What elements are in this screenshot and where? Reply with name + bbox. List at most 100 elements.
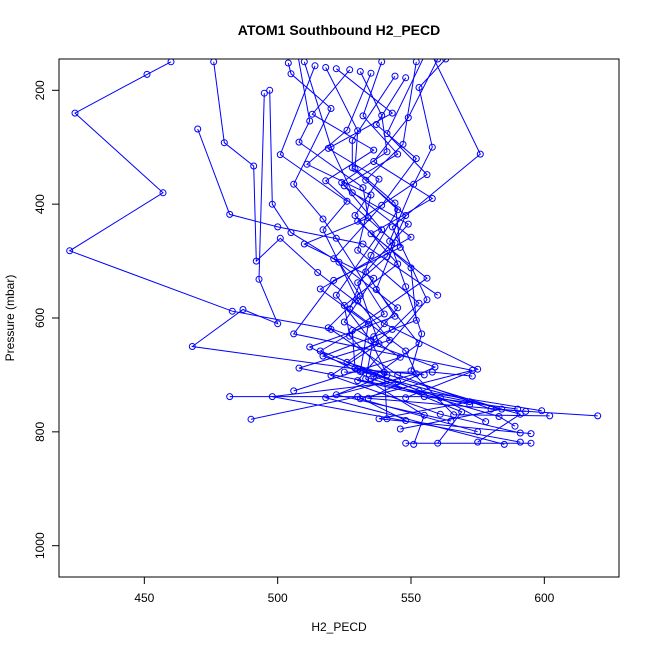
data-point bbox=[388, 223, 396, 231]
data-point bbox=[380, 320, 388, 328]
data-point bbox=[527, 430, 535, 438]
data-point bbox=[287, 70, 295, 78]
data-point bbox=[423, 274, 431, 282]
data-point bbox=[255, 275, 263, 283]
data-point bbox=[386, 237, 394, 245]
series-23 bbox=[247, 393, 410, 424]
axes: 450 500 550 600 200 400 600 800 1000 bbox=[33, 80, 555, 605]
data-point bbox=[311, 62, 319, 70]
data-point bbox=[428, 195, 436, 202]
data-point bbox=[407, 233, 415, 241]
data-point bbox=[383, 130, 391, 138]
data-point bbox=[436, 410, 444, 418]
data-point bbox=[66, 247, 74, 255]
data-point bbox=[330, 276, 338, 284]
data-point bbox=[415, 84, 423, 91]
data-point bbox=[482, 418, 490, 426]
data-point bbox=[410, 440, 418, 448]
data-point bbox=[372, 121, 380, 128]
series-19 bbox=[348, 59, 490, 426]
data-point bbox=[266, 86, 274, 94]
data-point bbox=[396, 425, 404, 433]
series-line bbox=[229, 396, 518, 410]
data-point bbox=[404, 114, 412, 122]
data-point bbox=[402, 417, 410, 424]
data-point bbox=[511, 422, 519, 430]
data-point bbox=[424, 48, 430, 54]
data-point bbox=[516, 438, 524, 446]
data-point bbox=[354, 297, 362, 305]
data-point bbox=[308, 110, 316, 118]
data-point bbox=[402, 74, 410, 82]
data-point bbox=[466, 401, 474, 408]
series-24 bbox=[402, 439, 535, 447]
data-point bbox=[290, 330, 298, 338]
data-point bbox=[367, 251, 375, 259]
data-point bbox=[375, 175, 383, 183]
data-point bbox=[370, 274, 378, 282]
x-tick-label: 500 bbox=[268, 591, 288, 605]
data-point bbox=[306, 117, 314, 125]
data-point bbox=[420, 393, 428, 401]
y-tick-label: 400 bbox=[33, 194, 47, 214]
data-point bbox=[380, 310, 388, 318]
data-point bbox=[434, 291, 442, 299]
data-point bbox=[594, 412, 602, 420]
data-point bbox=[340, 182, 348, 190]
data-point bbox=[295, 138, 303, 146]
series-line bbox=[272, 59, 521, 443]
data-point bbox=[293, 44, 299, 50]
data-point bbox=[327, 105, 335, 112]
data-point bbox=[268, 200, 276, 208]
data-point bbox=[348, 327, 356, 334]
data-point bbox=[354, 217, 362, 225]
data-point bbox=[388, 109, 396, 117]
data-point bbox=[319, 226, 327, 234]
data-point bbox=[167, 59, 175, 66]
data-point bbox=[306, 343, 314, 351]
data-point bbox=[210, 59, 218, 66]
data-point bbox=[295, 364, 303, 372]
data-point bbox=[322, 177, 330, 185]
data-point bbox=[343, 126, 351, 134]
data-point bbox=[367, 69, 375, 77]
data-point bbox=[359, 240, 367, 248]
data-point bbox=[434, 59, 442, 63]
data-point bbox=[300, 59, 308, 66]
data-point bbox=[332, 234, 340, 242]
data-point bbox=[378, 111, 386, 119]
data-point bbox=[474, 438, 482, 446]
data-point bbox=[498, 405, 506, 413]
data-point bbox=[274, 223, 282, 231]
data-point bbox=[370, 146, 378, 154]
y-tick-label: 800 bbox=[33, 422, 47, 442]
series-line bbox=[311, 69, 463, 444]
data-point bbox=[322, 394, 330, 402]
series-line bbox=[303, 61, 516, 427]
data-point bbox=[514, 405, 522, 413]
data-point bbox=[276, 234, 284, 242]
series-line bbox=[389, 59, 550, 417]
series-17 bbox=[327, 59, 524, 437]
data-point bbox=[143, 70, 151, 78]
data-point bbox=[420, 411, 428, 419]
data-point bbox=[423, 296, 431, 304]
data-point bbox=[276, 151, 284, 159]
data-point bbox=[383, 148, 391, 156]
data-point bbox=[394, 260, 402, 268]
data-point bbox=[367, 230, 375, 238]
y-axis-label: Pressure (mbar) bbox=[3, 275, 17, 362]
data-point bbox=[319, 352, 327, 360]
data-point bbox=[354, 377, 362, 385]
data-point bbox=[424, 42, 430, 48]
data-point bbox=[495, 413, 503, 420]
data-point bbox=[394, 150, 402, 158]
data-point bbox=[159, 189, 167, 197]
data-point bbox=[300, 240, 308, 248]
series-21 bbox=[354, 42, 484, 408]
data-point bbox=[239, 306, 247, 313]
data-point bbox=[391, 72, 399, 80]
series-line bbox=[351, 59, 486, 423]
data-point bbox=[332, 391, 340, 399]
series-2 bbox=[210, 59, 482, 402]
